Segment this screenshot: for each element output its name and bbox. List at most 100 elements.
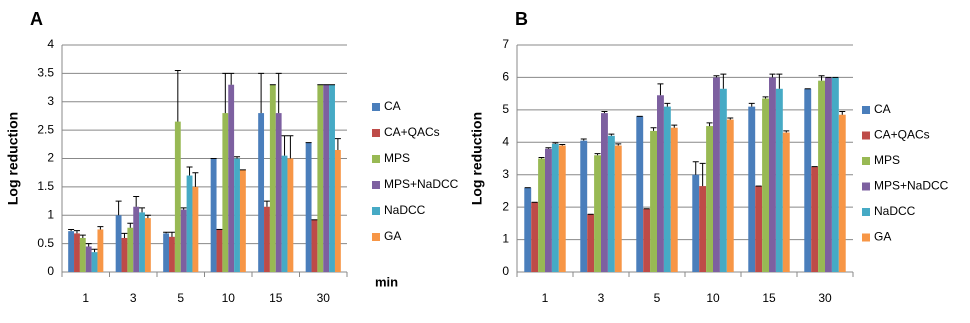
bar [329, 84, 335, 272]
error-bar [580, 138, 587, 141]
bar [762, 98, 769, 272]
bar [169, 236, 175, 272]
bar [269, 84, 276, 272]
x-tick-label: 3 [598, 291, 605, 305]
bar [97, 229, 104, 272]
y-tick-label: 4 [502, 134, 509, 148]
panel-label: B [515, 9, 528, 29]
x-axis-label: min [375, 274, 398, 289]
bar [706, 126, 713, 272]
error-bar [692, 161, 699, 175]
bar [115, 215, 122, 272]
x-tick-label: 5 [654, 291, 661, 305]
x-tick-label: 10 [222, 291, 236, 305]
error-bar [180, 207, 187, 210]
x-tick-label: 1 [542, 291, 549, 305]
legend-label: CA [384, 99, 401, 113]
bar [831, 77, 839, 272]
bar [239, 169, 246, 272]
legend-label: GA [384, 229, 401, 243]
x-tick-label: 30 [317, 291, 331, 305]
error-bar [258, 72, 265, 114]
error-bar [608, 133, 615, 136]
bar [85, 246, 92, 272]
legend-label: CA+QACs [874, 128, 930, 142]
bar [818, 80, 825, 273]
error-bar [127, 222, 134, 228]
bar [139, 212, 145, 272]
bar [91, 252, 98, 272]
bar [74, 233, 80, 272]
bar [825, 77, 832, 272]
error-bar [73, 230, 80, 234]
bar [79, 237, 86, 272]
error-bar [720, 73, 727, 89]
legend-label: MPS+NaDCC [874, 179, 949, 193]
y-tick-label: 3.5 [37, 66, 54, 80]
error-bar [601, 110, 608, 114]
error-bar [97, 226, 104, 230]
y-axis-label: Log reduction [5, 112, 21, 205]
legend-swatch [862, 106, 870, 114]
error-bar [192, 172, 199, 187]
bar [580, 140, 588, 272]
legend-label: MPS+NaDCC [384, 177, 459, 191]
error-bar [115, 200, 122, 216]
error-bar [671, 124, 678, 128]
bar [713, 77, 720, 272]
error-bar [85, 243, 92, 247]
error-bar [168, 231, 175, 237]
bar [121, 237, 128, 272]
y-tick-label: 0.5 [37, 236, 54, 250]
bar [643, 208, 651, 272]
error-bar [68, 228, 75, 232]
y-tick-label: 2.5 [37, 122, 54, 136]
bar [587, 214, 595, 272]
error-bar [334, 138, 341, 150]
error-bar [615, 143, 622, 146]
error-bar [650, 127, 657, 131]
y-tick-label: 7 [502, 37, 509, 51]
bar [228, 84, 235, 272]
y-axis-label: Log reduction [469, 112, 485, 205]
bar [531, 202, 539, 272]
bar [287, 158, 294, 272]
bar [334, 149, 341, 272]
bar [748, 106, 756, 272]
error-bar [762, 96, 769, 99]
bar [670, 127, 678, 272]
bar [594, 155, 601, 272]
legend-label: GA [874, 230, 891, 244]
panel-label: A [30, 9, 43, 29]
error-bar [222, 72, 229, 114]
legend-swatch [372, 233, 380, 241]
y-tick-label: 3 [502, 167, 509, 181]
bar [538, 158, 545, 272]
bar [551, 143, 559, 272]
error-bar [559, 144, 566, 146]
error-bar [713, 75, 720, 78]
bar [692, 174, 700, 272]
bar [192, 186, 199, 272]
legend-swatch [862, 131, 870, 140]
error-bar [174, 70, 181, 122]
bar [216, 229, 223, 272]
y-tick-label: 1 [47, 207, 54, 221]
bar [305, 142, 312, 272]
legend-swatch [372, 155, 380, 163]
y-tick-label: 4 [47, 37, 54, 51]
legend-label: NaDCC [874, 204, 916, 218]
error-bar [783, 130, 790, 133]
error-bar [748, 102, 755, 107]
error-bar [281, 135, 288, 156]
error-bar [552, 142, 559, 144]
bar [222, 113, 229, 272]
y-tick-label: 1 [502, 232, 509, 246]
error-bar [275, 72, 282, 114]
bar [545, 148, 552, 272]
bar [775, 88, 783, 273]
y-tick-label: 1.5 [37, 179, 54, 193]
legend-swatch [372, 181, 380, 189]
error-bar [287, 135, 294, 159]
